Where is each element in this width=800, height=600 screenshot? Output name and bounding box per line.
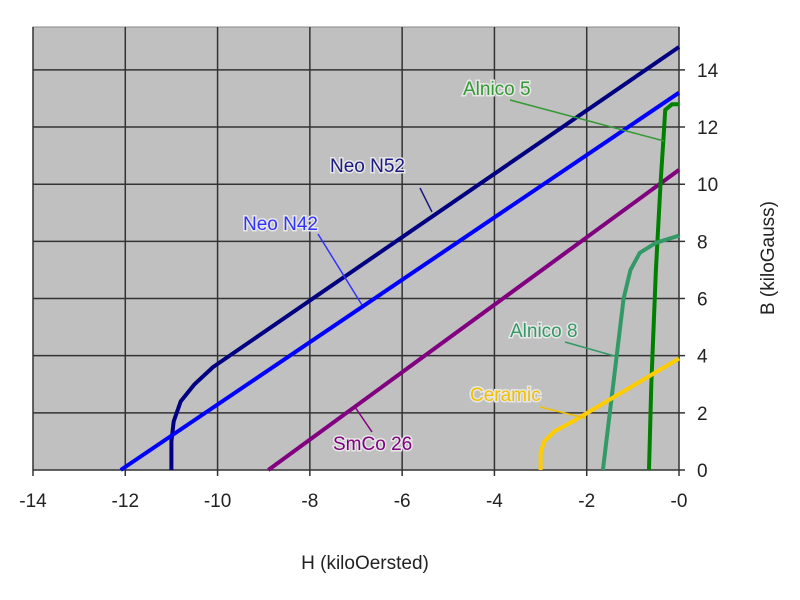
series-line-neo-n42 [119, 91, 681, 472]
label-leader-line [509, 99, 665, 142]
x-tick-label: -14 [19, 491, 47, 512]
y-tick-label: 8 [697, 232, 708, 253]
x-tick-label: -6 [394, 491, 411, 512]
label-leader-line [354, 406, 373, 433]
x-tick-label: -10 [204, 491, 231, 512]
series-line-smco-26 [267, 168, 681, 472]
y-tick-label: 0 [697, 461, 708, 482]
y-tick-label: 12 [697, 118, 718, 139]
series-label: Ceramic [470, 385, 541, 406]
series-label: Alnico 5 [463, 79, 531, 100]
y-tick-label: 4 [697, 347, 708, 368]
series-line-alnico-8 [600, 233, 680, 471]
series-label: Neo N42 [243, 214, 318, 235]
series-group [119, 45, 681, 472]
y-tick-labels: 0 2 4 6 8 10 12 14 [697, 61, 719, 482]
series-label: Neo N52 [330, 156, 405, 177]
y-tick-label: 6 [697, 290, 708, 311]
x-tick-labels: -14 -12 -10 -8 -6 -4 -2 -0 [19, 491, 687, 512]
y-tick-label: 14 [697, 61, 719, 82]
x-tick-label: -12 [112, 491, 139, 512]
x-axis-title: H (kiloOersted) [301, 553, 429, 574]
series-label: Alnico 8 [510, 321, 578, 342]
y-tick-label: 10 [697, 175, 718, 196]
series-line-alnico-5 [647, 102, 679, 471]
x-tick-label: -4 [486, 491, 503, 512]
x-tick-label: -8 [301, 491, 318, 512]
series-labels: Neo N52 Neo N42 SmCo 26 Alnico 5 Alnico 8 Cer… [242, 78, 665, 457]
label-leader-line [317, 233, 363, 306]
label-leader-line [564, 341, 619, 358]
series-line-ceramic [538, 356, 681, 470]
x-tick-label: -2 [578, 491, 595, 512]
label-leader-line [539, 406, 586, 419]
y-tick-label: 2 [697, 404, 708, 425]
series-line-neo-n52 [169, 45, 681, 470]
x-tick-label: -0 [671, 491, 688, 512]
series-label: SmCo 26 [333, 434, 412, 455]
label-leader-line [419, 187, 433, 213]
y-axis-title: B (kiloGauss) [758, 201, 779, 315]
